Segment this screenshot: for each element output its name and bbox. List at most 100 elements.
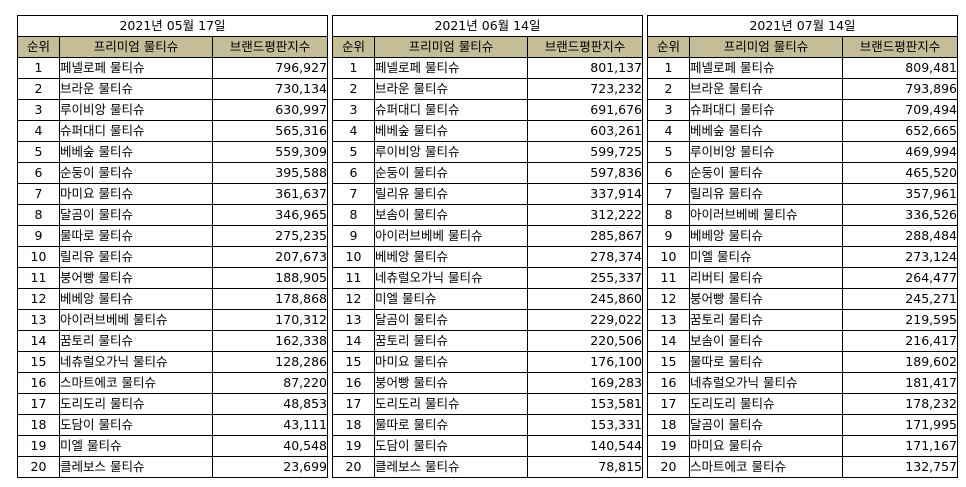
table-row: 17 도리도리 물티슈 48,853 — [17, 393, 328, 415]
table-row: 3 루이비앙 물티슈 630,997 — [17, 99, 328, 121]
rank-cell: 19 — [17, 435, 60, 457]
rank-cell: 8 — [647, 204, 690, 226]
table-row: 8 보솜이 물티슈 312,222 — [332, 204, 643, 226]
rank-cell: 3 — [332, 99, 375, 121]
score-cell: 178,868 — [212, 288, 328, 310]
rank-cell: 18 — [17, 414, 60, 436]
table-row: 6 순둥이 물티슈 597,836 — [332, 162, 643, 184]
table-row: 17 도리도리 물티슈 153,581 — [332, 393, 643, 415]
brand-name-cell: 도리도리 물티슈 — [374, 393, 528, 415]
rank-cell: 13 — [332, 309, 375, 331]
rank-cell: 4 — [332, 120, 375, 142]
brand-name-cell: 순둥이 물티슈 — [374, 162, 528, 184]
brand-name-cell: 도리도리 물티슈 — [59, 393, 213, 415]
rank-cell: 5 — [332, 141, 375, 163]
table-row: 18 물따로 물티슈 153,331 — [332, 414, 643, 436]
score-cell: 245,271 — [842, 288, 958, 310]
table-row: 19 미엘 물티슈 40,548 — [17, 435, 328, 457]
score-cell: 273,124 — [842, 246, 958, 268]
rank-cell: 11 — [647, 267, 690, 289]
score-cell: 809,481 — [842, 57, 958, 79]
brand-name-cell: 릴리유 물티슈 — [374, 183, 528, 205]
score-cell: 565,316 — [212, 120, 328, 142]
brand-name-cell: 브라운 물티슈 — [689, 78, 843, 100]
table-row: 20 스마트에코 물티슈 132,757 — [647, 456, 958, 478]
date-row: 2021년 06월 14일 — [332, 15, 643, 37]
table-row: 3 슈퍼대디 물티슈 691,676 — [332, 99, 643, 121]
rank-cell: 20 — [647, 456, 690, 478]
table-row: 2 브라운 물티슈 793,896 — [647, 78, 958, 100]
rank-cell: 19 — [647, 435, 690, 457]
score-cell: 132,757 — [842, 456, 958, 478]
rank-cell: 17 — [17, 393, 60, 415]
rank-cell: 14 — [17, 330, 60, 352]
score-cell: 603,261 — [527, 120, 643, 142]
rank-cell: 7 — [332, 183, 375, 205]
table-row: 20 클레보스 물티슈 23,699 — [17, 456, 328, 478]
brand-name-cell: 루이비앙 물티슈 — [689, 141, 843, 163]
rank-cell: 10 — [647, 246, 690, 268]
score-cell: 469,994 — [842, 141, 958, 163]
table-row: 6 순둥이 물티슈 465,520 — [647, 162, 958, 184]
score-cell: 220,506 — [527, 330, 643, 352]
brand-name-cell: 스마트에코 물티슈 — [689, 456, 843, 478]
table-row: 8 달곰이 물티슈 346,965 — [17, 204, 328, 226]
rank-cell: 4 — [17, 120, 60, 142]
table-row: 9 베베앙 물티슈 288,484 — [647, 225, 958, 247]
score-cell: 346,965 — [212, 204, 328, 226]
table-date: 2021년 05월 17일 — [17, 15, 328, 37]
score-cell: 153,581 — [527, 393, 643, 415]
rank-cell: 8 — [17, 204, 60, 226]
brand-name-cell: 미엘 물티슈 — [59, 435, 213, 457]
score-cell: 730,134 — [212, 78, 328, 100]
date-row: 2021년 07월 14일 — [647, 15, 958, 37]
score-header: 브랜드평판지수 — [527, 36, 643, 58]
table-row: 11 네츄럴오가닉 물티슈 255,337 — [332, 267, 643, 289]
score-cell: 207,673 — [212, 246, 328, 268]
rank-cell: 12 — [647, 288, 690, 310]
brand-name-cell: 베베앙 물티슈 — [374, 246, 528, 268]
table-row: 15 물따로 물티슈 189,602 — [647, 351, 958, 373]
ranking-board: 2021년 05월 17일 순위 프리미엄 물티슈 브랜드평판지수 1 페넬로페 물티슈 7… — [17, 15, 958, 478]
score-cell: 178,232 — [842, 393, 958, 415]
brand-name-cell: 베베숲 물티슈 — [689, 120, 843, 142]
table-row: 4 베베숲 물티슈 652,665 — [647, 120, 958, 142]
header-row: 순위 프리미엄 물티슈 브랜드평판지수 — [332, 36, 643, 58]
table-row: 13 꿈토리 물티슈 219,595 — [647, 309, 958, 331]
brand-name-cell: 달곰이 물티슈 — [374, 309, 528, 331]
rank-cell: 16 — [647, 372, 690, 394]
brand-name-cell: 순둥이 물티슈 — [59, 162, 213, 184]
brand-name-cell: 순둥이 물티슈 — [689, 162, 843, 184]
score-cell: 801,137 — [527, 57, 643, 79]
rank-cell: 15 — [647, 351, 690, 373]
score-cell: 465,520 — [842, 162, 958, 184]
score-cell: 288,484 — [842, 225, 958, 247]
score-cell: 337,914 — [527, 183, 643, 205]
table-row: 4 베베숲 물티슈 603,261 — [332, 120, 643, 142]
brand-name-cell: 루이비앙 물티슈 — [59, 99, 213, 121]
rank-cell: 10 — [332, 246, 375, 268]
rank-cell: 2 — [17, 78, 60, 100]
rank-cell: 13 — [17, 309, 60, 331]
table-row: 13 아이러브베베 물티슈 170,312 — [17, 309, 328, 331]
brand-name-cell: 스마트에코 물티슈 — [59, 372, 213, 394]
table-row: 1 페넬로페 물티슈 801,137 — [332, 57, 643, 79]
brand-name-cell: 아이러브베베 물티슈 — [689, 204, 843, 226]
score-cell: 559,309 — [212, 141, 328, 163]
table-row: 1 페넬로페 물티슈 809,481 — [647, 57, 958, 79]
table-row: 10 릴리유 물티슈 207,673 — [17, 246, 328, 268]
score-cell: 216,417 — [842, 330, 958, 352]
brand-name-cell: 달곰이 물티슈 — [59, 204, 213, 226]
score-cell: 245,860 — [527, 288, 643, 310]
rank-cell: 7 — [17, 183, 60, 205]
brand-name-cell: 네츄럴오가닉 물티슈 — [59, 351, 213, 373]
ranking-table: 2021년 05월 17일 순위 프리미엄 물티슈 브랜드평판지수 1 페넬로페 물티슈 7… — [17, 15, 328, 478]
score-cell: 395,588 — [212, 162, 328, 184]
score-cell: 181,417 — [842, 372, 958, 394]
score-cell: 171,167 — [842, 435, 958, 457]
brand-name-cell: 슈퍼대디 물티슈 — [689, 99, 843, 121]
table-row: 16 붕어빵 물티슈 169,283 — [332, 372, 643, 394]
rank-cell: 14 — [332, 330, 375, 352]
rank-cell: 9 — [332, 225, 375, 247]
brand-name-cell: 보솜이 물티슈 — [689, 330, 843, 352]
